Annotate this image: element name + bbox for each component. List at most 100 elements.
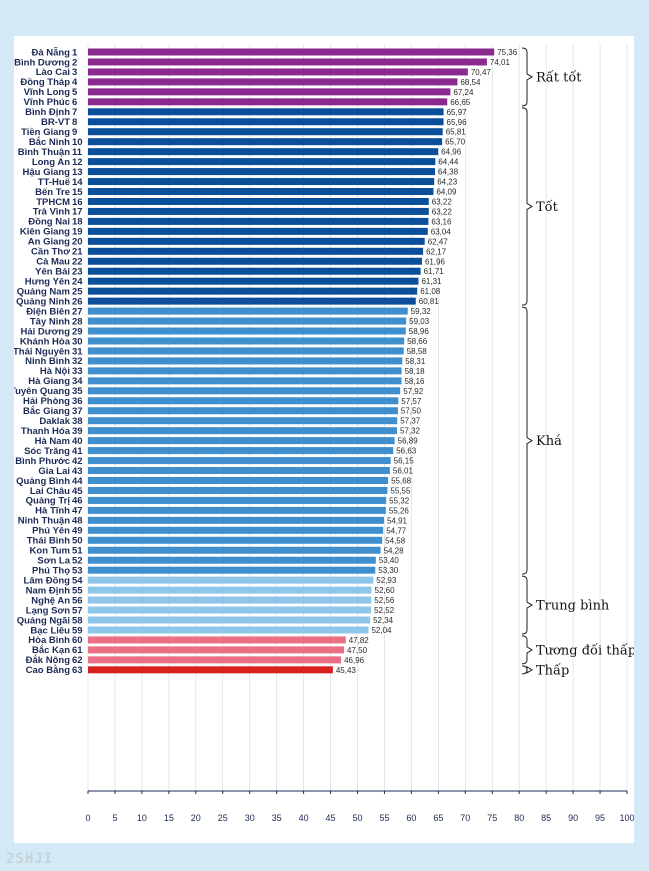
bar [88, 58, 487, 66]
rank-label: 34 [72, 376, 83, 387]
data-label: 58,18 [405, 367, 426, 376]
rank-label: 41 [72, 446, 83, 457]
data-label: 58,66 [407, 337, 428, 346]
category-label: Thái Nguyên [14, 346, 70, 357]
category-label: Đồng Tháp [20, 77, 70, 88]
rank-label: 40 [72, 436, 83, 447]
bar [88, 168, 436, 176]
category-label: Bắc Giang [23, 405, 70, 417]
rank-label: 35 [72, 386, 83, 397]
category-label: Lào Cai [36, 67, 70, 78]
rank-label: 56 [72, 595, 83, 606]
rank-label: 63 [72, 665, 83, 676]
data-label: 47,82 [349, 636, 370, 645]
rank-label: 28 [72, 316, 83, 327]
bar [88, 516, 384, 524]
rank-label: 31 [72, 346, 83, 357]
data-label: 75,36 [497, 48, 518, 57]
bar [88, 357, 403, 365]
bar [88, 576, 374, 584]
rank-label: 54 [72, 575, 83, 586]
bar [88, 586, 372, 594]
category-label: Bình Định [25, 107, 70, 118]
rank-label: 36 [72, 396, 83, 407]
bar [88, 207, 429, 215]
bar [88, 407, 398, 415]
category-label: Khánh Hòa [20, 336, 71, 347]
data-label: 65,97 [447, 108, 468, 117]
rank-label: 39 [72, 426, 83, 437]
rank-label: 5 [72, 87, 78, 98]
x-tick-label: 20 [191, 813, 201, 823]
rank-label: 45 [72, 486, 83, 497]
category-label: Hưng Yên [25, 276, 70, 287]
category-label: Bình Dương [14, 57, 70, 68]
data-label: 59,32 [411, 307, 432, 316]
category-label: Tây Ninh [30, 316, 70, 327]
data-label: 66,65 [450, 98, 471, 107]
rank-label: 58 [72, 615, 83, 626]
data-label: 67,24 [453, 88, 474, 97]
data-label: 62,17 [426, 247, 447, 256]
bar [88, 457, 391, 465]
data-label: 58,16 [404, 377, 425, 386]
bar [88, 247, 424, 255]
bar [88, 496, 387, 504]
data-label: 61,96 [425, 257, 446, 266]
rank-label: 15 [72, 187, 83, 198]
data-label: 54,28 [384, 546, 405, 555]
bar [88, 297, 416, 305]
category-label: Bình Thuận [18, 147, 70, 158]
x-tick-label: 15 [164, 813, 174, 823]
bar [88, 536, 383, 544]
category-label: Hà Nam [35, 436, 70, 447]
category-label: Phú Thọ [32, 565, 70, 576]
category-label: Thái Bình [27, 536, 70, 547]
bar [88, 118, 444, 126]
data-label: 52,04 [371, 626, 392, 635]
bar [88, 257, 422, 265]
data-label: 61,08 [420, 287, 441, 296]
data-label: 57,37 [400, 417, 421, 426]
rank-label: 57 [72, 605, 83, 616]
rank-label: 51 [72, 546, 83, 557]
group-label: Thấp [536, 662, 569, 678]
data-label: 68,54 [460, 78, 481, 87]
category-label: Daklak [39, 416, 70, 427]
category-label: Kon Tum [30, 546, 70, 557]
category-label: Long An [32, 157, 70, 168]
category-label: Yên Bái [35, 267, 70, 278]
category-label: Điện Biên [26, 306, 70, 317]
data-label: 64,38 [438, 168, 459, 177]
group-bracket [521, 107, 533, 306]
bar [88, 277, 419, 285]
rank-label: 6 [72, 97, 77, 108]
bar [88, 68, 468, 76]
category-label: Tuyên Quang [14, 386, 70, 397]
bar [88, 108, 444, 116]
category-label: Quảng Trị [26, 496, 70, 507]
category-label: Kiên Giang [20, 227, 70, 238]
bar [88, 367, 402, 375]
category-label: Bắc Ninh [29, 136, 70, 148]
group-bracket [521, 575, 533, 635]
bar [88, 227, 428, 235]
rank-label: 25 [72, 286, 83, 297]
data-label: 54,58 [385, 536, 406, 545]
category-label: Quảng Ngãi [17, 615, 70, 626]
category-label: Nghệ An [31, 595, 70, 606]
rank-label: 21 [72, 247, 83, 258]
data-label: 55,55 [390, 486, 411, 495]
bars [88, 48, 495, 674]
data-label: 56,89 [398, 437, 419, 446]
x-tick-label: 60 [406, 813, 416, 823]
category-label: Tiền Giang [21, 127, 70, 138]
rank-label: 4 [72, 77, 78, 88]
chart-panel: Đà Nẵng 1 75,36 Bình Dương 2 74,01 Lào Cai 3 70,… [14, 36, 634, 843]
bar [88, 317, 407, 325]
group-label: Trung bình [536, 599, 610, 614]
data-label: 61,71 [424, 267, 445, 276]
category-label: Cao Bằng [26, 664, 71, 676]
rank-label: 59 [72, 625, 83, 636]
rank-label: 43 [72, 466, 83, 477]
